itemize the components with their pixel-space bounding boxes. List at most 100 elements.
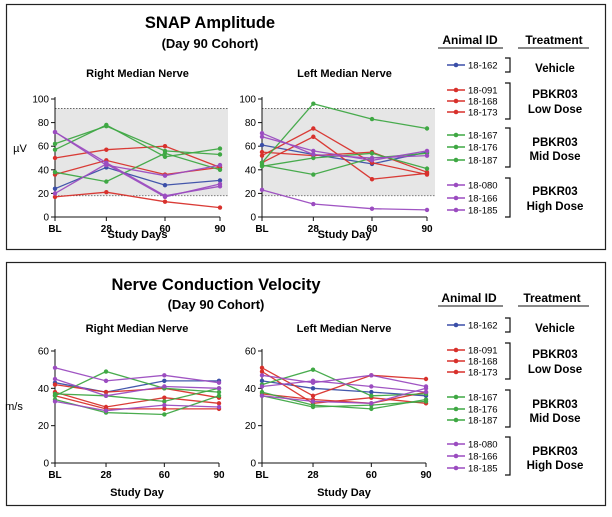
data-point-18-167 <box>369 393 374 398</box>
data-point-18-187 <box>310 404 316 410</box>
data-point-18-173 <box>259 149 265 155</box>
legend-swatch-dot <box>453 347 459 353</box>
data-point-18-187 <box>311 172 316 177</box>
series-line-18-187 <box>54 387 220 403</box>
data-point-18-080 <box>424 153 430 158</box>
data-point-18-176 <box>311 155 316 161</box>
legend-animal-id: 18-168 <box>468 357 498 368</box>
legend-swatch-dot <box>453 406 459 412</box>
data-point-18-166 <box>311 148 316 154</box>
panel-title: Left Median Nerve <box>297 323 392 335</box>
data-point-18-176 <box>216 393 222 398</box>
series-line-18-167 <box>54 370 220 397</box>
y-tick-label: 40 <box>245 165 257 176</box>
data-point-18-167 <box>217 146 223 151</box>
legend-animal-id: 18-162 <box>468 61 498 72</box>
legend-header-treatment: Treatment <box>525 33 582 47</box>
series-line-18-168 <box>261 136 428 180</box>
data-point-18-091 <box>259 153 265 158</box>
data-point-18-187 <box>259 162 265 168</box>
x-tick-label: 28 <box>101 224 113 235</box>
y-tick-label: 100 <box>239 95 256 106</box>
series-line-18-080 <box>54 131 221 177</box>
data-point-18-168 <box>216 401 222 406</box>
data-point-18-168 <box>162 395 167 400</box>
legend-animal-id: 18-185 <box>468 206 498 217</box>
x-tick-label: 90 <box>420 470 432 481</box>
series-line-18-080 <box>261 374 427 388</box>
legend-treatment-label: PBKR03 <box>532 186 577 198</box>
data-point-18-168 <box>52 155 58 161</box>
legend-swatch-dot <box>453 144 459 150</box>
panel-right-median-nerve: Right Median Nerve 0 20 40 60 BL 28 60 90 Study D… <box>38 323 225 499</box>
data-point-18-080 <box>259 131 265 136</box>
series-line-18-091 <box>54 191 221 209</box>
series-line-18-185 <box>54 400 220 412</box>
legend-swatch-dot <box>453 465 459 471</box>
series-18-080 <box>52 365 222 385</box>
legend-treatment-label: High Dose <box>527 201 584 213</box>
data-point-18-185 <box>52 399 58 404</box>
data-point-18-185 <box>162 194 168 200</box>
y-axis-label: µV <box>13 143 27 155</box>
panel-left-median-nerve: Left Median Nerve 0 20 40 60 80 100 BL 28 60 90 Stu… <box>239 68 435 241</box>
series-line-18-091 <box>54 395 219 410</box>
data-point-18-187 <box>423 399 429 404</box>
data-point-18-166 <box>424 148 430 154</box>
series-line-18-168 <box>54 145 221 169</box>
legend-animal-id: 18-187 <box>468 156 498 167</box>
data-point-18-166 <box>52 376 58 382</box>
legend-swatch-dot <box>453 358 459 364</box>
legend-swatch-dot <box>453 369 459 375</box>
data-point-18-167 <box>424 126 430 131</box>
data-point-18-080 <box>216 380 222 385</box>
x-tick-label: 28 <box>307 470 319 481</box>
legend-treatment-label: Mid Dose <box>529 413 580 425</box>
legend-animal-id: 18-167 <box>468 393 498 404</box>
data-point-18-168 <box>259 369 265 374</box>
series-line-18-173 <box>261 391 427 404</box>
y-axis-label: m/s <box>5 401 23 413</box>
series-18-166 <box>259 378 429 395</box>
data-point-18-187 <box>217 167 223 172</box>
x-axis-label: Study Day <box>317 487 372 499</box>
series-line-18-185 <box>54 163 221 198</box>
data-point-18-166 <box>259 384 265 389</box>
ncv-title: Nerve Conduction Velocity <box>111 276 321 294</box>
series-line-18-091 <box>261 127 428 176</box>
data-point-18-080 <box>162 173 168 178</box>
series-18-162 <box>259 378 429 398</box>
data-point-18-091 <box>217 205 223 210</box>
legend-swatch-dot <box>453 441 459 447</box>
x-tick-label: BL <box>255 224 268 235</box>
data-point-18-187 <box>52 391 58 397</box>
legend-animal-id: 18-173 <box>468 368 498 379</box>
data-point-18-080 <box>217 162 223 168</box>
data-point-18-167 <box>369 116 375 122</box>
legend-treatment-label: Mid Dose <box>529 151 580 163</box>
data-point-18-162 <box>217 178 223 183</box>
series-line-18-166 <box>54 378 220 397</box>
data-point-18-185 <box>423 386 429 391</box>
x-tick-label: 28 <box>308 224 320 235</box>
data-point-18-176 <box>259 389 265 395</box>
x-tick-label: 60 <box>159 224 171 235</box>
x-axis-label: Study Day <box>318 229 373 241</box>
data-point-18-080 <box>52 365 58 370</box>
series-line-18-187 <box>261 395 427 408</box>
legend-swatch-dot <box>453 109 459 115</box>
y-tick-label: 60 <box>38 347 50 358</box>
data-point-18-168 <box>103 404 109 410</box>
x-axis-label: Study Days <box>108 229 168 241</box>
legend-animal-id: 18-080 <box>468 440 498 451</box>
legend-swatch-dot <box>453 417 459 423</box>
data-point-18-185 <box>369 206 375 211</box>
y-tick-label: 0 <box>250 213 256 224</box>
data-point-18-185 <box>52 191 58 196</box>
legend-animal-id: 18-091 <box>468 346 498 357</box>
data-point-18-162 <box>52 186 58 191</box>
legend-swatch-dot <box>453 132 459 138</box>
data-point-18-162 <box>310 386 316 391</box>
data-point-18-176 <box>162 412 167 417</box>
